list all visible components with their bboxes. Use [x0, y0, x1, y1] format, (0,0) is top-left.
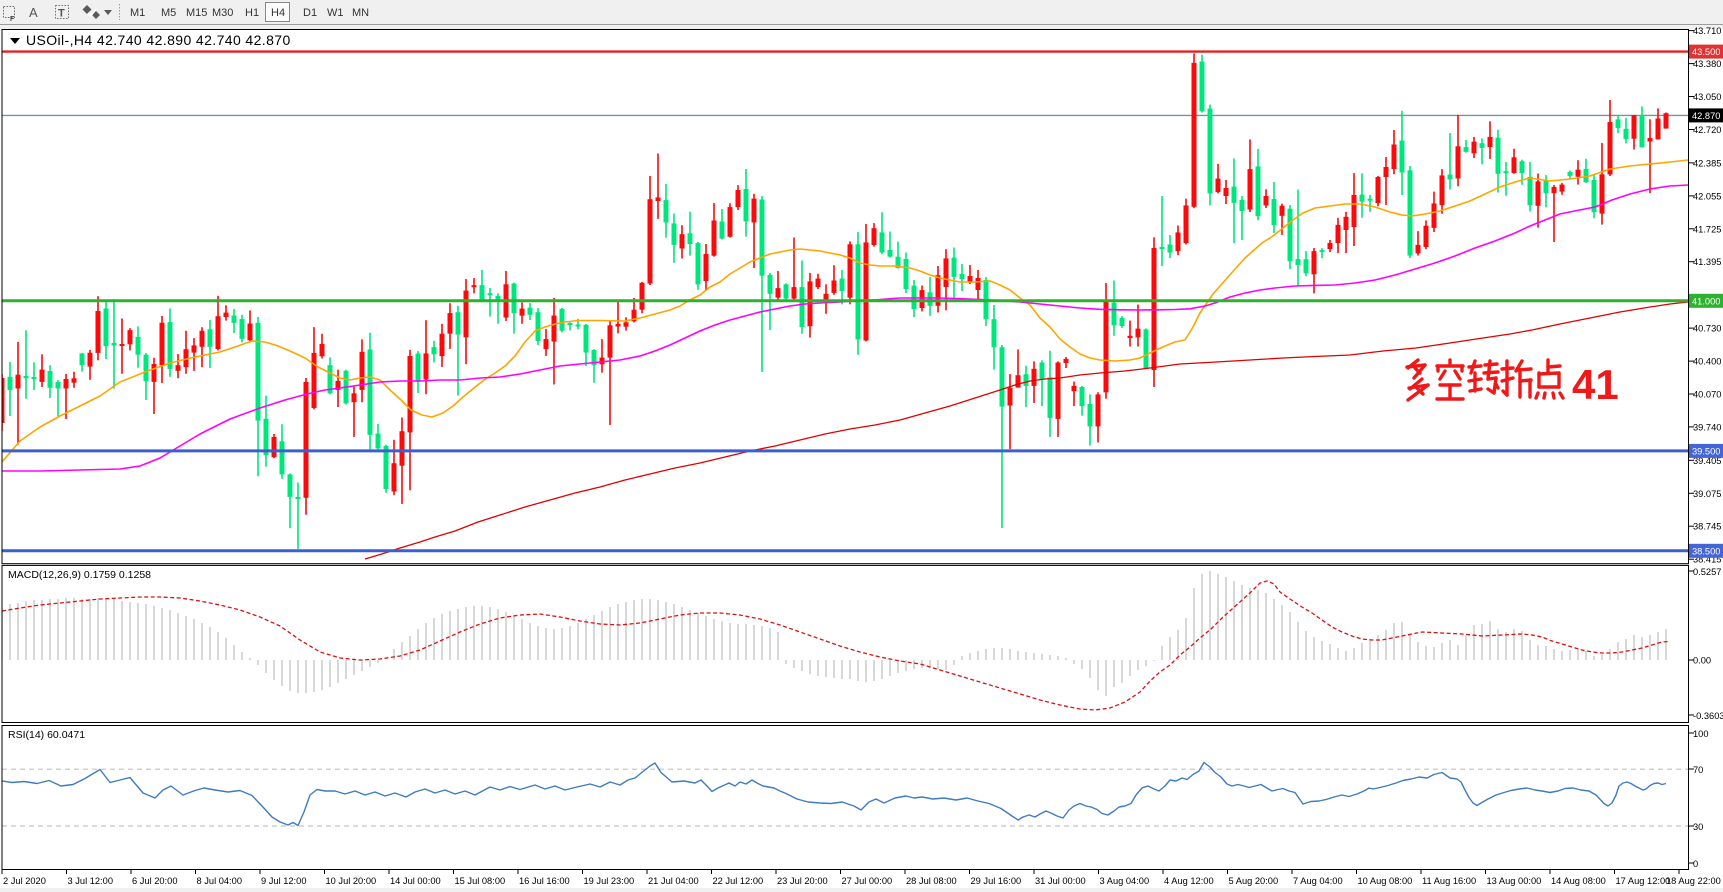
- svg-text:41: 41: [1572, 361, 1619, 408]
- svg-text:11 Aug 16:00: 11 Aug 16:00: [1422, 876, 1476, 886]
- svg-text:H1: H1: [245, 7, 259, 19]
- svg-text:43.710: 43.710: [1693, 26, 1721, 36]
- svg-text:0.5257: 0.5257: [1693, 567, 1721, 577]
- svg-text:6 Jul 20:00: 6 Jul 20:00: [132, 876, 178, 886]
- svg-text:18 Aug 22:00: 18 Aug 22:00: [1666, 876, 1721, 886]
- svg-text:43.500: 43.500: [1692, 47, 1720, 57]
- svg-text:13 Aug 00:00: 13 Aug 00:00: [1487, 876, 1542, 886]
- svg-text:42.055: 42.055: [1693, 191, 1721, 201]
- svg-text:70: 70: [1693, 765, 1703, 775]
- svg-text:38.500: 38.500: [1692, 546, 1720, 556]
- svg-text:D1: D1: [303, 7, 317, 19]
- svg-text:29 Jul 16:00: 29 Jul 16:00: [971, 876, 1022, 886]
- svg-text:39.405: 39.405: [1693, 456, 1721, 466]
- svg-text:23 Jul 20:00: 23 Jul 20:00: [777, 876, 828, 886]
- svg-text:38.415: 38.415: [1693, 555, 1721, 565]
- svg-text:16 Jul 16:00: 16 Jul 16:00: [519, 876, 570, 886]
- svg-text:7 Aug 04:00: 7 Aug 04:00: [1293, 876, 1343, 886]
- svg-text:28 Jul 08:00: 28 Jul 08:00: [906, 876, 957, 886]
- svg-text:M30: M30: [212, 7, 233, 19]
- svg-text:41.000: 41.000: [1692, 296, 1720, 306]
- svg-text:0: 0: [1693, 859, 1698, 869]
- svg-text:H4: H4: [271, 7, 285, 19]
- svg-text:T: T: [58, 8, 65, 20]
- svg-text:5 Aug 20:00: 5 Aug 20:00: [1229, 876, 1279, 886]
- svg-text:22 Jul 12:00: 22 Jul 12:00: [713, 876, 764, 886]
- svg-text:M1: M1: [130, 7, 145, 19]
- svg-text:3 Aug 04:00: 3 Aug 04:00: [1100, 876, 1150, 886]
- svg-text:8 Jul 04:00: 8 Jul 04:00: [197, 876, 243, 886]
- svg-text:31 Jul 00:00: 31 Jul 00:00: [1035, 876, 1086, 886]
- svg-text:10 Aug 08:00: 10 Aug 08:00: [1358, 876, 1413, 886]
- svg-text:43.380: 43.380: [1693, 59, 1721, 69]
- svg-text:42.720: 42.720: [1693, 125, 1721, 135]
- svg-text:30: 30: [1693, 822, 1703, 832]
- svg-text:9 Jul 12:00: 9 Jul 12:00: [261, 876, 307, 886]
- svg-text:15 Jul 08:00: 15 Jul 08:00: [455, 876, 506, 886]
- svg-text:RSI(14) 60.0471: RSI(14) 60.0471: [8, 729, 85, 741]
- svg-text:43.050: 43.050: [1693, 92, 1721, 102]
- svg-text:14 Jul 00:00: 14 Jul 00:00: [390, 876, 441, 886]
- svg-text:MACD(12,26,9) 0.1759 0.1258: MACD(12,26,9) 0.1759 0.1258: [8, 569, 151, 581]
- svg-text:M5: M5: [161, 7, 176, 19]
- svg-text:40.400: 40.400: [1693, 357, 1721, 367]
- svg-text:4 Aug 12:00: 4 Aug 12:00: [1164, 876, 1214, 886]
- svg-text:39.740: 39.740: [1693, 422, 1721, 432]
- svg-text:40.070: 40.070: [1693, 390, 1721, 400]
- svg-text:M15: M15: [186, 7, 207, 19]
- svg-text:19 Jul 23:00: 19 Jul 23:00: [584, 876, 635, 886]
- svg-text:17 Aug 12:00: 17 Aug 12:00: [1616, 876, 1671, 886]
- svg-text:USOil-,H4 42.740 42.890 42.74: USOil-,H4 42.740 42.890 42.740 42.870: [26, 32, 291, 48]
- svg-text:10 Jul 20:00: 10 Jul 20:00: [326, 876, 377, 886]
- svg-text:100: 100: [1693, 729, 1709, 739]
- svg-text:0.00: 0.00: [1693, 656, 1711, 666]
- svg-text:42.385: 42.385: [1693, 158, 1721, 168]
- svg-text:A: A: [29, 5, 38, 20]
- svg-text:14 Aug 08:00: 14 Aug 08:00: [1551, 876, 1606, 886]
- svg-text:21 Jul 04:00: 21 Jul 04:00: [648, 876, 699, 886]
- svg-text:41.725: 41.725: [1693, 224, 1721, 234]
- svg-text:MN: MN: [352, 7, 369, 19]
- svg-text:42.870: 42.870: [1692, 111, 1720, 121]
- svg-text:38.745: 38.745: [1693, 522, 1721, 532]
- svg-text:39.075: 39.075: [1693, 489, 1721, 499]
- svg-text:W1: W1: [327, 7, 344, 19]
- svg-text:39.500: 39.500: [1692, 446, 1720, 456]
- svg-text:F: F: [10, 16, 15, 23]
- svg-text:3 Jul 12:00: 3 Jul 12:00: [68, 876, 114, 886]
- svg-text:2 Jul 2020: 2 Jul 2020: [3, 876, 46, 886]
- svg-text:40.730: 40.730: [1693, 324, 1721, 334]
- svg-text:-0.3603: -0.3603: [1693, 711, 1723, 721]
- svg-text:41.395: 41.395: [1693, 257, 1721, 267]
- svg-text:27 Jul 00:00: 27 Jul 00:00: [842, 876, 893, 886]
